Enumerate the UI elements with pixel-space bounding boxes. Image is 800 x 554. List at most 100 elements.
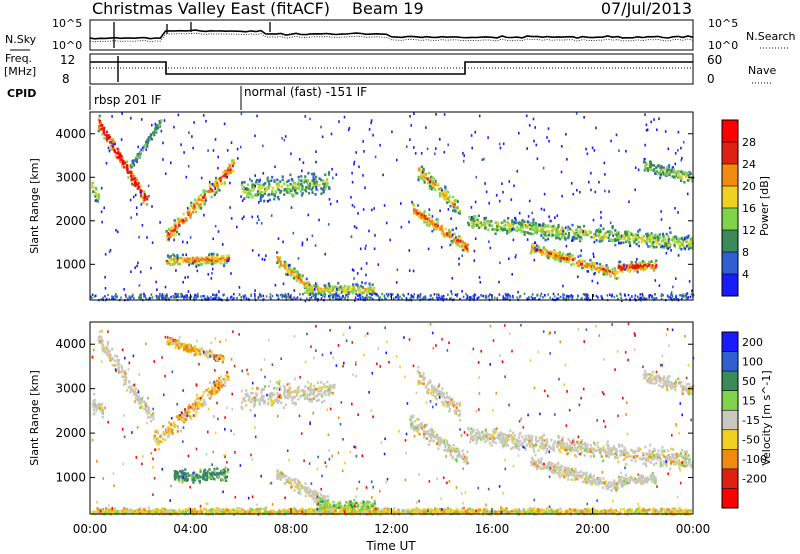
echo-point <box>567 297 570 300</box>
echo-point <box>258 218 260 221</box>
echo-point <box>520 223 524 226</box>
echo-point <box>621 270 624 273</box>
echo-point <box>294 186 297 189</box>
echo-point <box>213 467 216 471</box>
echo-point <box>293 481 296 484</box>
echo-point <box>571 296 574 299</box>
echo-point <box>281 175 284 178</box>
echo-point <box>186 411 189 414</box>
echo-point <box>299 280 302 284</box>
echo-point <box>92 408 95 412</box>
echo-point <box>192 349 196 353</box>
echo-point <box>604 231 607 235</box>
echo-point <box>331 288 335 292</box>
echo-point <box>231 164 234 168</box>
echo-point <box>667 171 670 175</box>
echo-point <box>332 285 335 289</box>
echo-point <box>102 346 105 349</box>
echo-point <box>288 295 290 298</box>
echo-point <box>108 355 111 359</box>
echo-point <box>214 386 217 389</box>
echo-point <box>140 118 143 121</box>
echo-point <box>327 502 331 505</box>
echo-point <box>221 357 224 360</box>
echo-point <box>104 253 107 256</box>
echo-point <box>673 237 676 241</box>
echo-point <box>92 190 95 193</box>
echo-point <box>299 183 302 186</box>
echo-point <box>139 294 141 297</box>
echo-point <box>449 204 452 208</box>
echo-point <box>562 234 565 238</box>
echo-point <box>361 285 364 289</box>
echo-point <box>627 293 630 297</box>
echo-point <box>121 158 124 162</box>
echo-point <box>185 472 188 476</box>
echo-point <box>309 293 312 296</box>
echo-point <box>98 405 102 408</box>
echo-point <box>553 227 556 230</box>
echo-point <box>323 495 326 498</box>
echo-point <box>441 233 445 237</box>
echo-point <box>210 353 213 357</box>
echo-point <box>504 297 506 300</box>
echo-point <box>530 226 533 229</box>
echo-point <box>502 297 505 301</box>
echo-point <box>619 237 622 241</box>
echo-point <box>323 287 326 291</box>
echo-point <box>568 227 572 231</box>
echo-point <box>613 295 616 299</box>
echo-point <box>441 230 444 234</box>
echo-point <box>420 152 423 155</box>
echo-point <box>173 474 176 477</box>
echo-point <box>309 382 312 386</box>
echo-point <box>559 295 562 299</box>
echo-point <box>604 272 607 275</box>
echo-point <box>643 268 646 272</box>
echo-point <box>512 238 515 242</box>
echo-point <box>680 177 683 181</box>
echo-point <box>289 395 292 398</box>
echo-point <box>526 238 529 241</box>
echo-point <box>673 235 676 239</box>
echo-point <box>177 338 180 342</box>
echo-point <box>293 395 296 399</box>
echo-point <box>260 295 262 298</box>
echo-point <box>282 406 285 410</box>
echo-point <box>177 113 180 117</box>
echo-point <box>172 234 176 237</box>
echo-point <box>472 219 475 223</box>
echo-point <box>329 386 332 389</box>
echo-point <box>320 187 323 190</box>
echo-point <box>477 214 480 218</box>
echo-point <box>324 393 327 397</box>
echo-point <box>297 388 300 391</box>
echo-point <box>436 218 439 221</box>
echo-point <box>443 392 446 395</box>
echo-point <box>532 250 535 254</box>
echo-point <box>568 255 571 259</box>
echo-point <box>210 393 213 396</box>
echo-point <box>223 293 225 296</box>
echo-point <box>250 391 253 395</box>
echo-point <box>186 260 190 263</box>
echo-point <box>672 239 675 242</box>
echo-point <box>430 175 433 179</box>
echo-point <box>98 119 101 123</box>
echo-point <box>618 269 621 273</box>
echo-point <box>583 259 586 263</box>
echo-point <box>355 283 358 286</box>
echo-point <box>155 126 158 130</box>
echo-point <box>649 237 652 241</box>
echo-point <box>362 296 364 300</box>
echo-point <box>320 498 323 501</box>
echo-point <box>329 202 332 206</box>
echo-point <box>136 153 139 156</box>
echo-point <box>326 182 329 185</box>
echo-point <box>646 297 648 300</box>
echo-point <box>300 484 303 488</box>
echo-point <box>335 173 338 176</box>
echo-point <box>565 296 568 299</box>
echo-point <box>312 393 315 396</box>
echo-point <box>206 261 209 265</box>
